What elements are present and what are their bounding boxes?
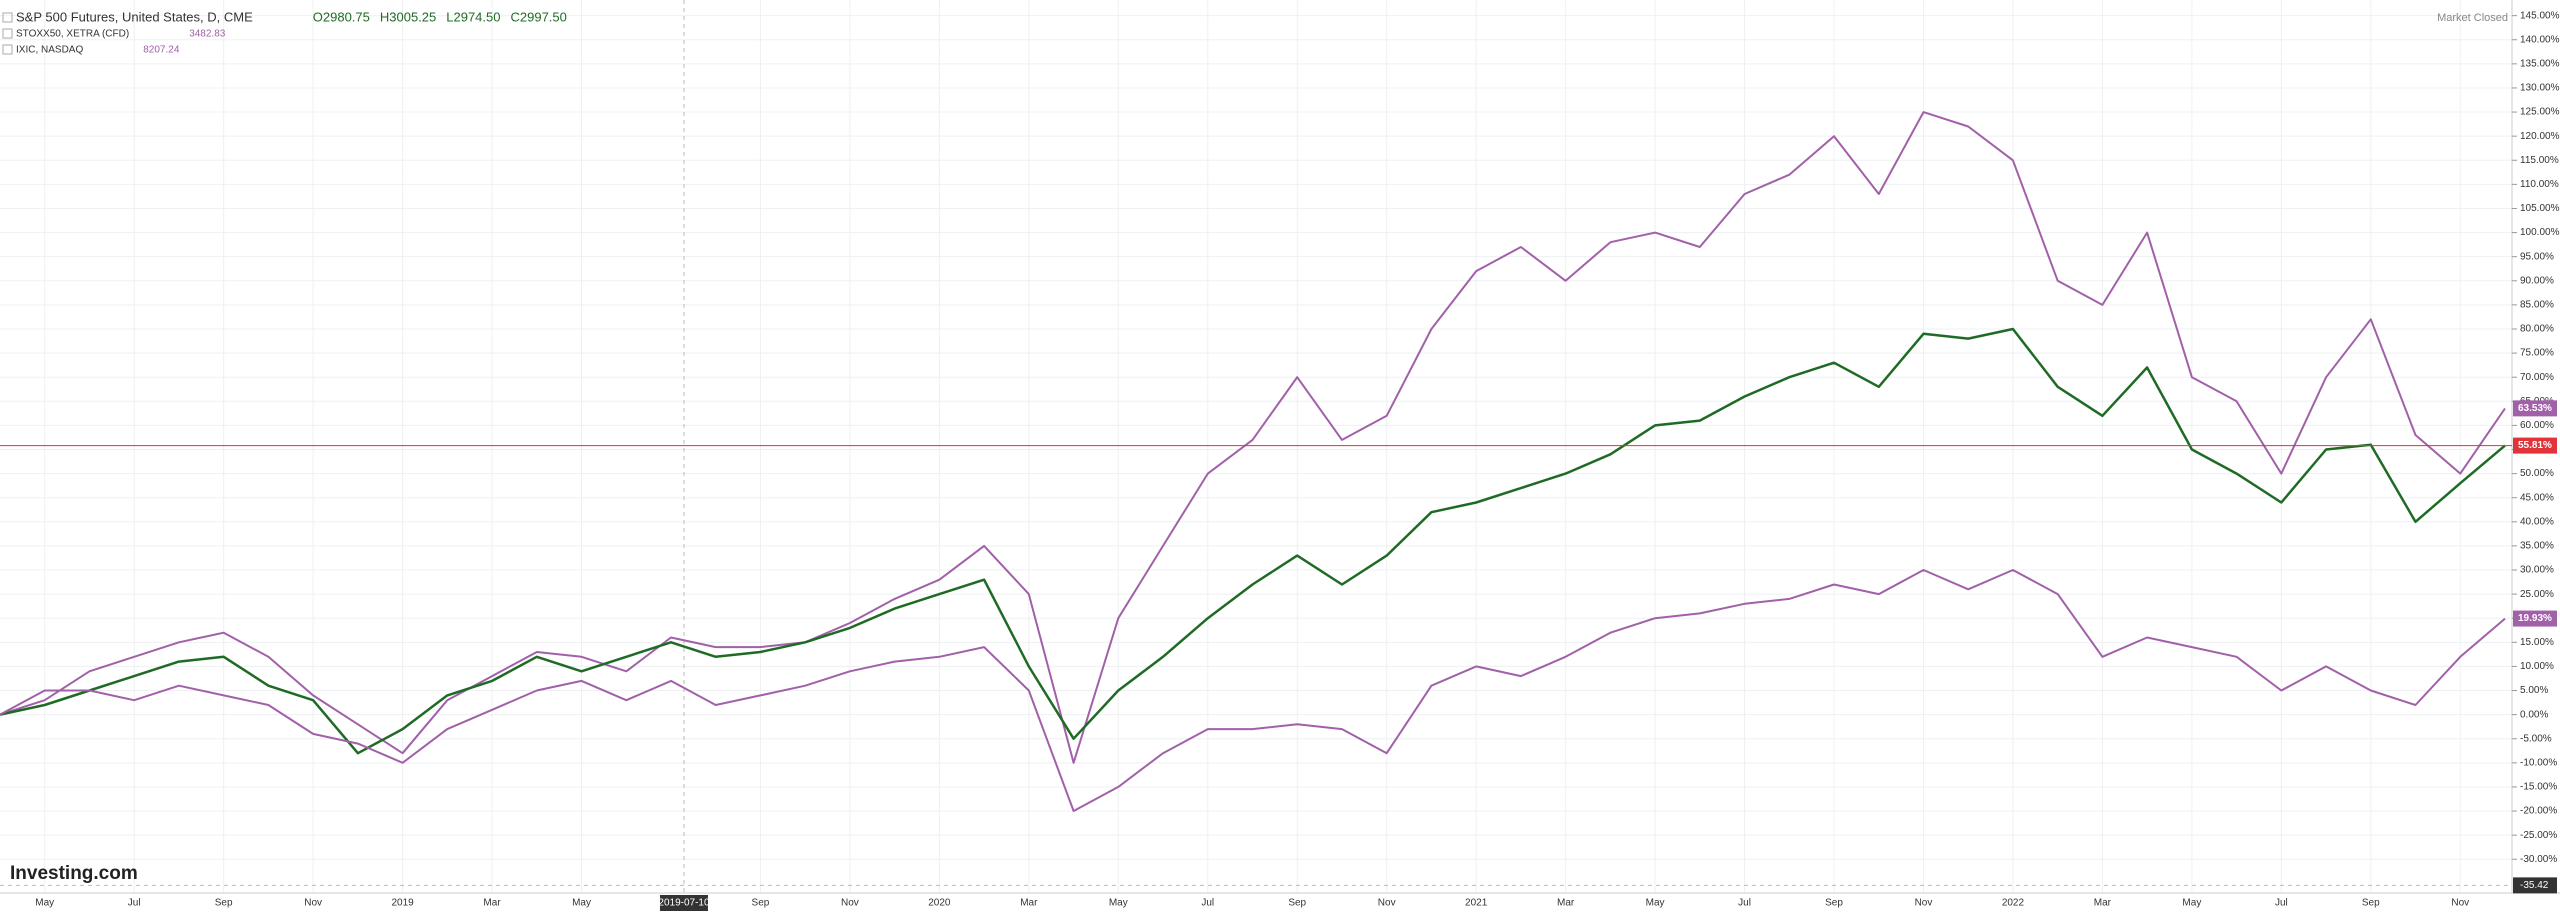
x-tick-label: Mar [1020, 898, 1038, 909]
legend-name: S&P 500 Futures, United States, D, CME [16, 9, 253, 24]
x-tick-label: May [35, 898, 54, 909]
y-tick-label: 80.00% [2520, 324, 2554, 335]
x-tick-label: May [2182, 898, 2201, 909]
y-tick-label: 50.00% [2520, 468, 2554, 479]
x-tick-label: 2022 [2002, 898, 2025, 909]
x-tick-label: Jul [1738, 898, 1751, 909]
last-value-label: 19.93% [2518, 613, 2552, 624]
y-tick-label: 40.00% [2520, 516, 2554, 527]
market-status: Market Closed [2437, 12, 2508, 24]
y-tick-label: 5.00% [2520, 685, 2548, 696]
x-tick-label: Mar [2094, 898, 2112, 909]
legend-marker [2, 12, 13, 23]
x-tick-label: May [1109, 898, 1128, 909]
x-tick-label: Nov [841, 898, 859, 909]
last-value-label: 63.53% [2518, 403, 2552, 414]
y-tick-label: 125.00% [2520, 107, 2560, 118]
legend-marker [2, 44, 13, 55]
y-tick-label: -15.00% [2520, 782, 2557, 793]
y-tick-label: -5.00% [2520, 733, 2552, 744]
x-tick-label: Nov [1915, 898, 1933, 909]
x-tick-label: Mar [1557, 898, 1575, 909]
x-tick-label: 2020 [928, 898, 951, 909]
legend-ohlc: H3005.25 [380, 9, 436, 24]
y-tick-label: 25.00% [2520, 589, 2554, 600]
x-tick-label: Jul [1201, 898, 1214, 909]
y-tick-label: 100.00% [2520, 227, 2560, 238]
y-tick-label: 140.00% [2520, 34, 2560, 45]
series-line [0, 327, 2506, 755]
y-tick-label: 135.00% [2520, 58, 2560, 69]
legend-marker [2, 28, 13, 39]
y-tick-label: 120.00% [2520, 131, 2560, 142]
y-tick-label: 95.00% [2520, 251, 2554, 262]
y-tick-label: -25.00% [2520, 830, 2557, 841]
x-tick-label: 2021 [1465, 898, 1488, 909]
y-tick-label: 130.00% [2520, 83, 2560, 94]
legend-name: STOXX50, XETRA (CFD) [16, 29, 129, 40]
legend-name: IXIC, NASDAQ [16, 45, 83, 56]
y-tick-label: 15.00% [2520, 637, 2554, 648]
watermark: Investing.com [10, 863, 138, 884]
y-tick-label: 10.00% [2520, 661, 2554, 672]
y-tick-label: 0.00% [2520, 709, 2548, 720]
y-tick-label: 90.00% [2520, 275, 2554, 286]
crosshair-y-badge [2513, 877, 2557, 894]
x-tick-label: Nov [2451, 898, 2469, 909]
y-tick-label: -20.00% [2520, 806, 2557, 817]
x-tick-label: Sep [2362, 898, 2380, 909]
series-line [0, 569, 2506, 812]
legend-ohlc: L2974.50 [446, 9, 500, 24]
y-tick-label: 145.00% [2520, 10, 2560, 21]
grid [0, 0, 2512, 893]
y-tick-label: 75.00% [2520, 348, 2554, 359]
x-tick-label: 2019 [391, 898, 414, 909]
y-tick-label: -30.00% [2520, 854, 2557, 865]
legend-value: 8207.24 [143, 45, 180, 56]
crosshair-y-label: -35.42 [2520, 880, 2549, 891]
x-tick-label: Sep [215, 898, 233, 909]
y-tick-label: 30.00% [2520, 565, 2554, 576]
legend-value: 3482.83 [189, 29, 226, 40]
crosshair-x-label: 2019-07-10 [658, 898, 710, 909]
y-tick-label: 60.00% [2520, 420, 2554, 431]
y-tick-label: 35.00% [2520, 541, 2554, 552]
x-tick-label: Sep [1288, 898, 1306, 909]
crosshair-x-badge [659, 895, 708, 911]
y-tick-label: 45.00% [2520, 492, 2554, 503]
x-tick-label: Jul [128, 898, 141, 909]
x-tick-label: Nov [304, 898, 322, 909]
legend-ohlc: O2980.75 [313, 9, 370, 24]
y-tick-label: -10.00% [2520, 757, 2557, 768]
last-value-badge [2513, 437, 2557, 454]
x-tick-label: May [1646, 898, 1665, 909]
last-value-badge [2513, 610, 2557, 627]
legend-ohlc: C2997.50 [511, 9, 567, 24]
y-tick-label: 70.00% [2520, 372, 2554, 383]
x-tick-label: Sep [1825, 898, 1843, 909]
series-line [0, 111, 2506, 764]
x-tick-label: Sep [752, 898, 770, 909]
x-tick-label: May [572, 898, 591, 909]
x-tick-label: Mar [483, 898, 501, 909]
y-tick-label: 85.00% [2520, 300, 2554, 311]
y-tick-label: 110.00% [2520, 179, 2559, 190]
x-tick-label: Nov [1378, 898, 1396, 909]
y-tick-label: 115.00% [2520, 155, 2559, 166]
last-value-label: 55.81% [2518, 440, 2552, 451]
x-tick-label: Jul [2275, 898, 2288, 909]
last-value-badge [2513, 400, 2557, 417]
y-tick-label: 105.00% [2520, 203, 2560, 214]
